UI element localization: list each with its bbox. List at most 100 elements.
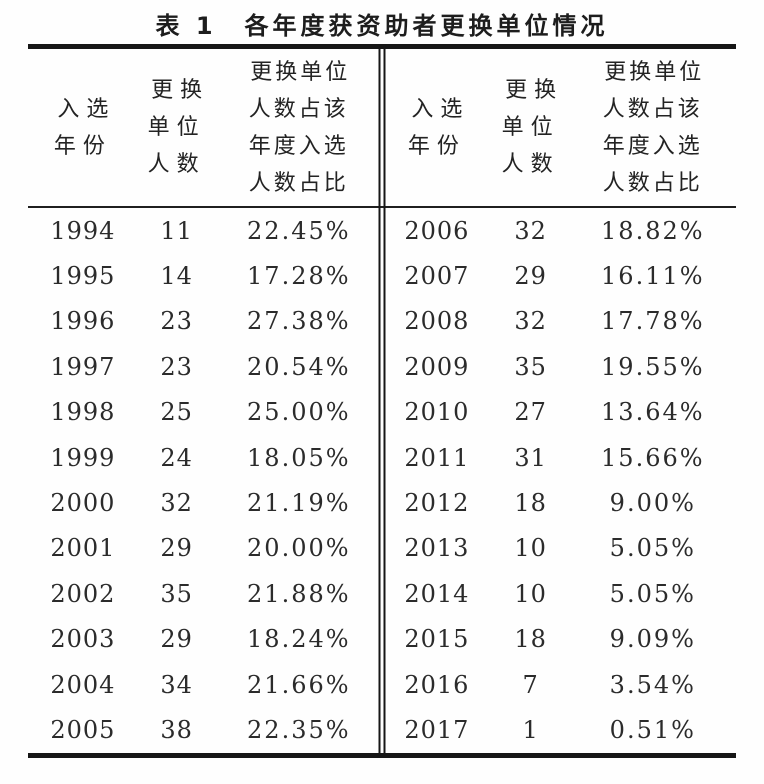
year-cell: 2013 xyxy=(404,534,470,563)
year-cell: 2009 xyxy=(404,352,470,381)
count-cell: 10 xyxy=(514,579,547,608)
pct-cell: 18.24% xyxy=(247,625,351,654)
count-cell: 18 xyxy=(514,489,547,518)
pct-cell: 22.45% xyxy=(247,216,351,245)
count-cell: 23 xyxy=(160,352,193,381)
count-cell: 25 xyxy=(160,398,193,427)
table-row: 2015 18 9.09% xyxy=(382,617,736,662)
year-cell: 2007 xyxy=(404,262,470,291)
pct-cell: 3.54% xyxy=(609,670,696,699)
count-cell: 29 xyxy=(160,534,193,563)
pct-cell: 21.88% xyxy=(247,579,351,608)
year-cell: 2008 xyxy=(404,307,470,336)
year-cell: 2015 xyxy=(404,625,470,654)
table-row: 2016 7 3.54% xyxy=(382,662,736,707)
year-cell: 1999 xyxy=(50,443,116,472)
year-cell: 2006 xyxy=(404,216,470,245)
year-cell: 2012 xyxy=(404,489,470,518)
table-right-panel: 入选 年份 更换 单位 人数 更换单位 人数占该 年度入选 人数占比 2006 … xyxy=(382,49,736,753)
year-cell: 1995 xyxy=(50,262,116,291)
count-cell: 32 xyxy=(514,216,547,245)
year-cell: 2005 xyxy=(50,715,116,744)
table-row: 2013 10 5.05% xyxy=(382,526,736,571)
count-cell: 32 xyxy=(160,489,193,518)
table-row: 1997 23 20.54% xyxy=(28,344,382,389)
table-row: 2007 29 16.11% xyxy=(382,253,736,298)
count-cell: 7 xyxy=(522,670,539,699)
table-row: 2006 32 18.82% xyxy=(382,208,736,253)
pct-cell: 18.05% xyxy=(247,443,351,472)
pct-cell: 25.00% xyxy=(247,398,351,427)
count-cell: 24 xyxy=(160,443,193,472)
column-header-pct: 更换单位 人数占该 年度入选 人数占比 xyxy=(602,59,705,196)
year-cell: 2010 xyxy=(404,398,470,427)
table-row: 2011 31 15.66% xyxy=(382,435,736,480)
year-cell: 2004 xyxy=(50,670,116,699)
table-row: 1994 11 22.45% xyxy=(28,208,382,253)
year-cell: 1998 xyxy=(50,398,116,427)
pct-cell: 17.78% xyxy=(601,307,705,336)
table-row: 2010 27 13.64% xyxy=(382,390,736,435)
pct-cell: 5.05% xyxy=(609,579,696,608)
table-row: 2005 38 22.35% xyxy=(28,707,382,752)
table-row: 2009 35 19.55% xyxy=(382,344,736,389)
year-cell: 2003 xyxy=(50,625,116,654)
year-cell: 1996 xyxy=(50,307,116,336)
table-row: 1995 14 17.28% xyxy=(28,253,382,298)
table-row: 1996 23 27.38% xyxy=(28,299,382,344)
year-cell: 2001 xyxy=(50,534,116,563)
table-caption: 表 1 各年度获资助者更换单位情况 xyxy=(155,12,609,40)
center-divider-double-rule xyxy=(378,49,386,753)
table-row: 2012 18 9.00% xyxy=(382,480,736,525)
pct-cell: 20.00% xyxy=(247,534,351,563)
table-row: 2001 29 20.00% xyxy=(28,526,382,571)
pct-cell: 16.11% xyxy=(601,262,705,291)
table-row: 1999 24 18.05% xyxy=(28,435,382,480)
pct-cell: 21.66% xyxy=(247,670,351,699)
table-panels: 入选 年份 更换 单位 人数 更换单位 人数占该 年度入选 人数占比 1994 … xyxy=(28,49,736,753)
table-right-body: 2006 32 18.82% 2007 29 16.11% 2008 32 17… xyxy=(382,208,736,753)
pct-cell: 15.66% xyxy=(601,443,705,472)
year-cell: 2011 xyxy=(404,443,470,472)
year-cell: 2000 xyxy=(50,489,116,518)
pct-cell: 13.64% xyxy=(601,398,705,427)
table-header-row: 入选 年份 更换 单位 人数 更换单位 人数占该 年度入选 人数占比 xyxy=(28,49,382,208)
table-left-body: 1994 11 22.45% 1995 14 17.28% 1996 23 27… xyxy=(28,208,382,753)
pct-cell: 17.28% xyxy=(247,262,351,291)
table-left-panel: 入选 年份 更换 单位 人数 更换单位 人数占该 年度入选 人数占比 1994 … xyxy=(28,49,382,753)
count-cell: 1 xyxy=(522,715,539,744)
pct-cell: 9.09% xyxy=(609,625,696,654)
pct-cell: 9.00% xyxy=(609,489,696,518)
year-cell: 2017 xyxy=(404,715,470,744)
table-row: 2002 35 21.88% xyxy=(28,571,382,616)
column-header-year: 入选 年份 xyxy=(53,96,116,159)
pct-cell: 21.19% xyxy=(247,489,351,518)
year-cell: 2002 xyxy=(50,579,116,608)
table-row: 2004 34 21.66% xyxy=(28,662,382,707)
pct-cell: 20.54% xyxy=(247,352,351,381)
count-cell: 35 xyxy=(160,579,193,608)
pct-cell: 0.51% xyxy=(609,715,696,744)
pct-cell: 5.05% xyxy=(609,534,696,563)
count-cell: 14 xyxy=(160,262,193,291)
column-header-year: 入选 年份 xyxy=(407,96,470,159)
count-cell: 11 xyxy=(160,216,193,245)
year-cell: 2016 xyxy=(404,670,470,699)
year-cell: 2014 xyxy=(404,579,470,608)
count-cell: 35 xyxy=(514,352,547,381)
column-header-count: 更换 单位 人数 xyxy=(501,78,564,177)
column-header-pct: 更换单位 人数占该 年度入选 人数占比 xyxy=(248,59,351,196)
count-cell: 18 xyxy=(514,625,547,654)
count-cell: 23 xyxy=(160,307,193,336)
pct-cell: 19.55% xyxy=(601,352,705,381)
table-row: 2003 29 18.24% xyxy=(28,617,382,662)
count-cell: 34 xyxy=(160,670,193,699)
year-cell: 1997 xyxy=(50,352,116,381)
table-header-row: 入选 年份 更换 单位 人数 更换单位 人数占该 年度入选 人数占比 xyxy=(382,49,736,208)
count-cell: 38 xyxy=(160,715,193,744)
table-row: 1998 25 25.00% xyxy=(28,390,382,435)
column-header-count: 更换 单位 人数 xyxy=(147,78,210,177)
count-cell: 10 xyxy=(514,534,547,563)
count-cell: 31 xyxy=(514,443,547,472)
